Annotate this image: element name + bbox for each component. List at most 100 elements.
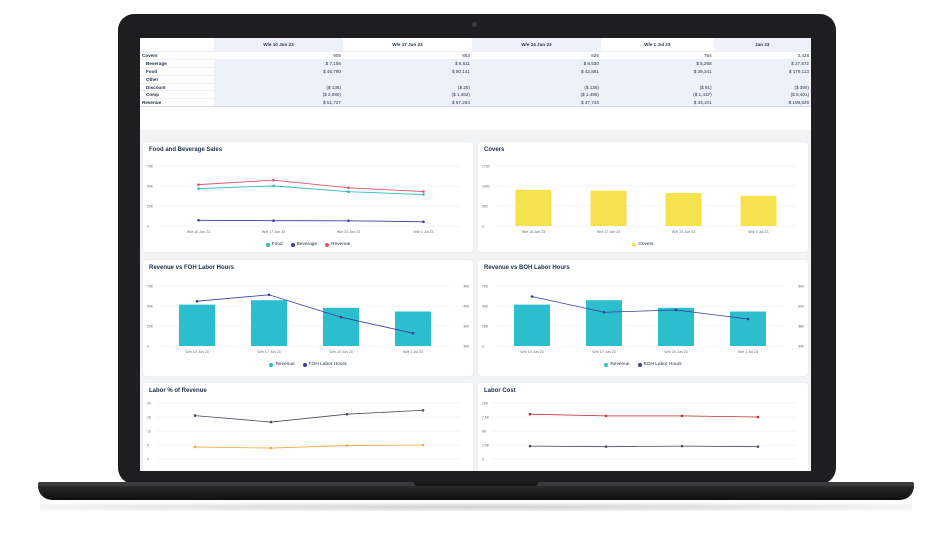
data-point (530, 295, 534, 298)
column-header: W/e 17 Jun 23 (392, 42, 423, 47)
data-point (421, 443, 425, 447)
table-cell: 3,428 (713, 51, 811, 60)
bar-revenue (586, 300, 622, 346)
x-tick-label: W/e 17 Jun 23 (257, 350, 280, 354)
legend-item[interactable]: BOH Labor Hours (637, 362, 682, 367)
food-beverage-sales-panel: Food and Beverage Sales 75K 50K 25K 0 W/e 10… (143, 142, 473, 252)
x-tick-label: W/e 1 Jul 23 (738, 350, 758, 354)
legend-item[interactable]: Revenue (269, 362, 295, 367)
panel-title: Labor % of Revenue (149, 388, 207, 394)
y2-tick-label: 300 (463, 344, 469, 348)
y-tick-label: 2.5K (482, 443, 490, 447)
bar-revenue (658, 307, 694, 346)
table-row: Covers 905 883 826 754 3,428 (140, 51, 811, 60)
bar-covers (740, 195, 777, 226)
panel-title: Labor Cost (484, 388, 516, 394)
x-tick-label: W/e 24 Jun 23 (337, 230, 360, 234)
bar-covers (665, 192, 702, 226)
table-cell (214, 74, 343, 84)
bar-revenue (179, 304, 215, 346)
webcam-icon (472, 22, 477, 27)
y-tick-label: 0 (482, 224, 484, 228)
legend-item[interactable]: Covers (632, 242, 654, 247)
legend-marker-icon (632, 242, 637, 247)
data-point (411, 331, 415, 335)
data-point (272, 219, 275, 223)
legend-item[interactable]: Revenue (604, 362, 630, 367)
table-cell: $ 27,572 (713, 58, 811, 68)
y2-tick-label: 600 (798, 284, 804, 288)
x-tick-label: W/e 10 Jun 23 (185, 350, 208, 354)
table-cell: ($ 25) (342, 82, 472, 91)
summary-table: W/e 10 Jun 23 W/e 17 Jun 23 W/e 24 Jun 23 W… (140, 38, 811, 130)
x-tick-label: W/e 10 Jun 23 (522, 230, 545, 234)
table-cell: ($ 5,401) (713, 90, 811, 99)
panel-title: Revenue vs BOH Labor Hours (484, 265, 570, 271)
x-tick-label: W/e 24 Jun 23 (672, 230, 695, 234)
data-point (421, 408, 425, 412)
y2-tick-label: 300 (463, 324, 469, 328)
legend-marker-icon (269, 362, 274, 367)
legend-label: Covers (638, 242, 654, 247)
data-point (422, 193, 425, 196)
series-line-labor-hours (196, 294, 414, 334)
data-point (345, 444, 349, 447)
series-line (194, 444, 424, 449)
data-point (197, 187, 200, 190)
legend-label: Revenue (331, 242, 351, 247)
series-line-food (198, 185, 424, 195)
bar-revenue (730, 311, 766, 346)
chart-svg: 75K 50K 25K 0 400 400 300 300 W/e 10 Jun 23 W/e 1… (147, 284, 469, 354)
y-tick-label: 1750 (482, 164, 490, 168)
legend-label: Revenue (275, 362, 295, 367)
data-point (197, 218, 200, 222)
data-point (604, 414, 608, 418)
legend-item[interactable]: FOH Labor Hours (302, 362, 347, 367)
x-tick-label: W/e 17 Jun 23 (592, 350, 615, 354)
row-label: Discount (140, 82, 214, 91)
data-point (674, 308, 678, 312)
chart-svg: 1750 1000 500 0 W/e 10 Jun 23 W/e 17 Jun 23 W/… (482, 164, 796, 234)
data-point (680, 444, 684, 448)
data-point (269, 420, 273, 424)
legend-marker-icon (265, 242, 270, 247)
legend-item[interactable]: Revenue (325, 242, 350, 247)
table-cell: $ 46,780 (214, 66, 343, 76)
legend-item[interactable]: Food (265, 242, 283, 247)
y2-tick-label: 600 (798, 304, 804, 308)
x-tick-label: W/e 24 Jun 23 (664, 350, 687, 354)
table-cell: $ 179,113 (713, 66, 811, 76)
data-point (422, 220, 425, 224)
chart-legend: Covers (478, 242, 808, 247)
x-tick-label: W/e 24 Jun 23 (329, 350, 352, 354)
chart-svg: 20 15 10 5 0 (147, 401, 461, 461)
table-cell (600, 74, 714, 84)
x-tick-label: W/e 1 Jul 23 (414, 230, 434, 234)
table-cell: $ 199,826 (713, 98, 811, 108)
data-point (528, 412, 532, 416)
table-cell: $ 43,101 (600, 98, 714, 108)
table-cell: ($ 390) (713, 82, 811, 91)
y-tick-label: 0 (482, 457, 484, 461)
summary-table-grid: W/e 10 Jun 23 W/e 17 Jun 23 W/e 24 Jun 23 W… (140, 38, 811, 108)
table-cell: 883 (342, 51, 472, 60)
table-cell: $ 57,254 (342, 98, 472, 108)
legend-item[interactable]: Beverage (290, 242, 317, 247)
data-point (195, 299, 199, 303)
y-tick-label: 500 (482, 204, 488, 208)
table-cell (342, 74, 472, 84)
table-cell: ($ 1,417) (600, 90, 714, 99)
table-cell: $ 47,743 (471, 98, 601, 108)
data-point (347, 186, 350, 190)
table-row: Food $ 46,780 $ 50,141 $ 42,861 $ 39,341 $ 17… (140, 66, 811, 76)
y-tick-label: 1000 (482, 184, 490, 188)
series-line (529, 413, 759, 418)
y-tick-label: 50K (147, 184, 154, 188)
y-tick-label: 10 (147, 429, 151, 433)
row-label: Beverage (140, 58, 214, 68)
row-label: Other (140, 74, 214, 84)
table-cell: ($ 136) (214, 82, 343, 91)
data-point (193, 445, 197, 449)
revenue-vs-foh-panel: Revenue vs FOH Labor Hours 75K 50K 25K 0 400… (143, 260, 473, 376)
column-header: Jan 23 (713, 38, 811, 52)
